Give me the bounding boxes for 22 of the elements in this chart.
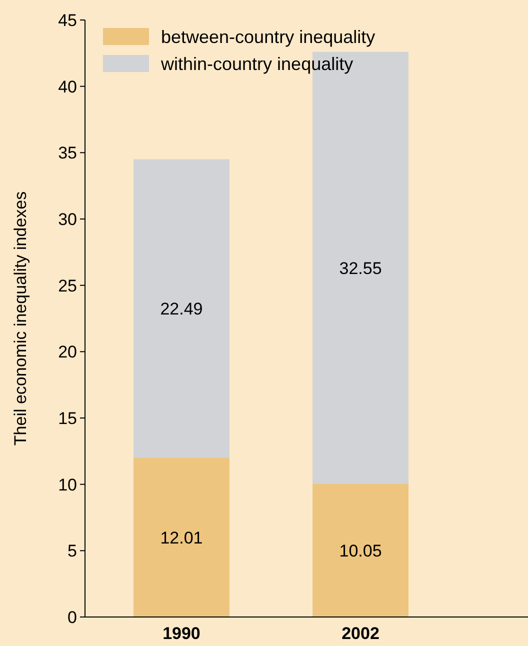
y-axis-title: Theil economic inequality indexes <box>11 191 30 446</box>
y-tick-label: 0 <box>68 608 77 627</box>
x-tick-label: 1990 <box>162 624 200 643</box>
data-label: 10.05 <box>339 541 382 560</box>
y-tick-label: 30 <box>58 210 77 229</box>
x-tick-label: 2002 <box>342 624 380 643</box>
y-tick-label: 45 <box>58 11 77 30</box>
bar <box>134 458 230 617</box>
y-tick-label: 10 <box>58 475 77 494</box>
data-label: 32.55 <box>339 258 382 278</box>
bar <box>312 484 408 617</box>
bar <box>134 159 230 458</box>
data-label: 12.01 <box>160 528 203 548</box>
y-tick-label: 35 <box>58 144 77 163</box>
data-label: 22.49 <box>160 299 203 318</box>
legend-label: within-country inequality <box>160 54 354 74</box>
y-tick-label: 5 <box>68 542 77 561</box>
y-tick-label: 15 <box>58 409 77 428</box>
y-tick-label: 20 <box>58 342 77 362</box>
y-tick-label: 25 <box>58 276 77 296</box>
legend-label: between-country inequality <box>161 27 376 47</box>
y-tick-label: 40 <box>58 77 77 96</box>
